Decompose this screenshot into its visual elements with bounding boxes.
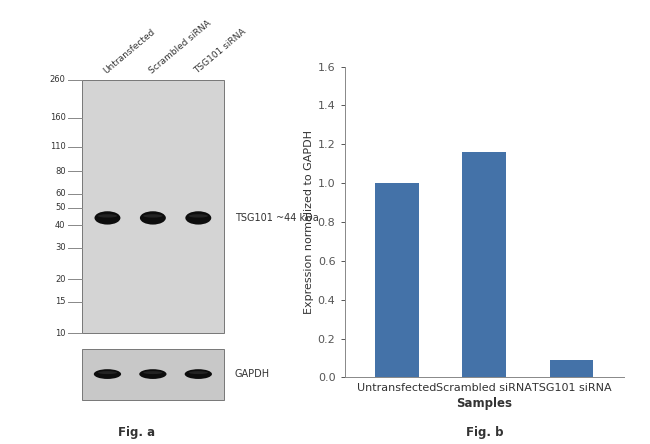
Text: TSG101 siRNA: TSG101 siRNA bbox=[192, 27, 248, 75]
Text: GAPDH: GAPDH bbox=[235, 369, 270, 379]
Ellipse shape bbox=[98, 371, 117, 374]
Bar bbox=[82, 80, 224, 333]
Text: 10: 10 bbox=[55, 329, 66, 337]
Ellipse shape bbox=[139, 369, 166, 379]
Ellipse shape bbox=[94, 211, 120, 225]
Text: 110: 110 bbox=[50, 142, 66, 151]
Ellipse shape bbox=[188, 371, 208, 374]
Text: TSG101 ~44 kDa: TSG101 ~44 kDa bbox=[235, 213, 318, 223]
Bar bbox=[462, 152, 506, 377]
Bar bbox=[550, 360, 593, 377]
Bar bbox=[375, 183, 419, 377]
Ellipse shape bbox=[144, 371, 162, 374]
Text: 60: 60 bbox=[55, 189, 66, 198]
Text: 260: 260 bbox=[49, 75, 66, 84]
Text: 30: 30 bbox=[55, 243, 66, 252]
Text: 20: 20 bbox=[55, 275, 66, 284]
Y-axis label: Expression normalized to GAPDH: Expression normalized to GAPDH bbox=[304, 130, 313, 314]
X-axis label: Samples: Samples bbox=[456, 397, 512, 410]
Ellipse shape bbox=[140, 211, 166, 225]
Text: 80: 80 bbox=[55, 167, 66, 176]
Text: 160: 160 bbox=[49, 113, 66, 122]
Text: 15: 15 bbox=[55, 297, 66, 306]
Ellipse shape bbox=[94, 369, 121, 379]
Text: Scrambled siRNA: Scrambled siRNA bbox=[147, 19, 213, 75]
Text: 40: 40 bbox=[55, 221, 66, 230]
Ellipse shape bbox=[185, 211, 211, 225]
Bar bbox=[82, 349, 224, 400]
Ellipse shape bbox=[98, 214, 117, 218]
Ellipse shape bbox=[143, 214, 162, 218]
Text: Untransfected: Untransfected bbox=[101, 27, 157, 75]
Ellipse shape bbox=[185, 369, 212, 379]
Text: Fig. b: Fig. b bbox=[465, 426, 503, 440]
Ellipse shape bbox=[188, 214, 208, 218]
Text: 50: 50 bbox=[55, 203, 66, 213]
Text: Fig. a: Fig. a bbox=[118, 426, 155, 440]
